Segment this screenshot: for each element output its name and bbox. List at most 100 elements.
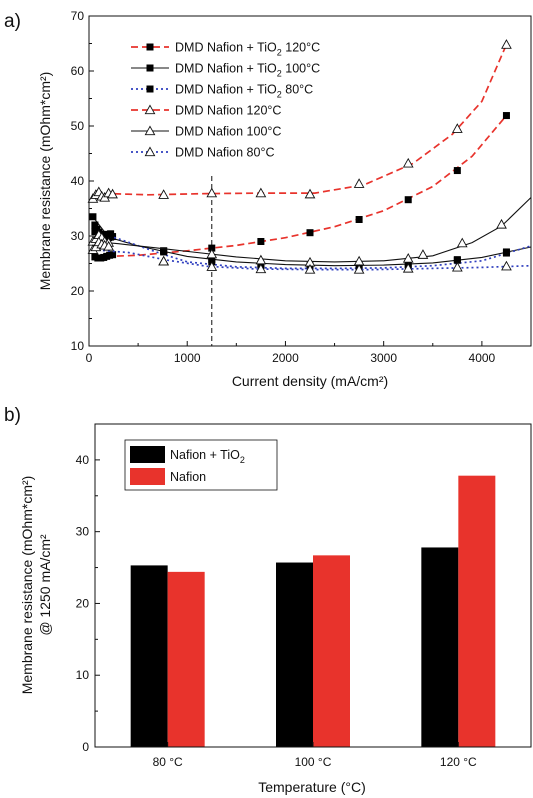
data-point-dmd-nafion-100-c-13 (456, 237, 468, 248)
series-line-dmd-nafion-120-c (92, 44, 508, 200)
bar-nafion-tio2-120-c (421, 547, 459, 747)
y-tick-label: 50 (71, 119, 85, 133)
data-point-dmd-nafion-120-c-12 (402, 157, 414, 168)
bar-nafion-tio2-80-c (130, 565, 168, 747)
legend-label: DMD Nafion + TiO2 120°C (175, 41, 320, 58)
data-point-dmd-nafion-tio2-120-c-12 (404, 196, 412, 204)
data-point-dmd-nafion-tio2-120-c-6 (109, 251, 117, 259)
y-tick-label: 30 (71, 229, 85, 243)
x-tick-label: 3000 (370, 351, 397, 365)
legend-label: DMD Nafion 120°C (175, 104, 281, 118)
x-tick-label: 2000 (272, 351, 299, 365)
series-dmd-nafion-80-c (87, 236, 532, 274)
panel-a-label: a) (4, 11, 21, 32)
legend-item-dmd-nafion-120-c: DMD Nafion 120°C (131, 104, 281, 118)
data-point-dmd-nafion-tio2-80-c-0 (91, 228, 99, 236)
data-point-dmd-nafion-tio2-120-c-13 (453, 167, 461, 175)
legend-item-dmd-nafion-tio2-100-c: DMD Nafion + TiO2 100°C (131, 62, 320, 79)
x-tick-label: 1000 (174, 351, 201, 365)
legend-label: DMD Nafion + TiO2 80°C (175, 83, 313, 100)
legend-label: DMD Nafion 80°C (175, 146, 274, 160)
data-point-dmd-nafion-120-c-13 (451, 123, 463, 133)
series-line-dmd-nafion-tio2-80-c (94, 230, 532, 270)
data-point-dmd-nafion-120-c-9 (255, 187, 267, 198)
legend-label: DMD Nafion + TiO2 100°C (175, 62, 320, 79)
x-tick-label: 80 °C (153, 755, 183, 769)
data-point-dmd-nafion-80-c-11 (402, 262, 414, 273)
legend-item-dmd-nafion-100-c: DMD Nafion 100°C (131, 125, 281, 139)
data-point-dmd-nafion-tio2-80-c-3 (103, 230, 111, 238)
legend-marker (144, 146, 156, 157)
x-tick-label: 4000 (469, 351, 496, 365)
data-point-dmd-nafion-tio2-120-c-8 (208, 244, 216, 252)
data-point-dmd-nafion-100-c-8 (255, 254, 267, 265)
chart-b-legend: Nafion + TiO2 Nafion (124, 439, 278, 491)
data-point-dmd-nafion-80-c-8 (255, 263, 267, 274)
legend-label: Nafion + TiO2 (170, 448, 245, 465)
data-point-dmd-nafion-120-c-14 (501, 39, 512, 49)
data-point-dmd-nafion-100-c-7 (206, 248, 218, 259)
y-tick-label: 40 (76, 453, 90, 467)
chart-b: 80 °C 100 °C 120 °C 0 10 20 30 40 Temperature (… (19, 423, 532, 795)
chart-b-marks (130, 475, 496, 747)
chart-a-xlabel: Current density (mA/cm²) (232, 373, 388, 389)
chart-b-ticks: 80 °C 100 °C 120 °C 0 10 20 30 40 (76, 453, 477, 769)
data-point-dmd-nafion-100-c-12 (417, 249, 429, 259)
panel-b-label: b) (4, 405, 21, 426)
bar-nafion-tio2-100-c (276, 562, 313, 747)
y-tick-label: 70 (71, 9, 85, 23)
x-tick-label: 0 (86, 351, 93, 365)
data-point-dmd-nafion-tio2-120-c-10 (306, 229, 314, 237)
data-point-dmd-nafion-80-c-6 (158, 255, 170, 266)
legend-label: DMD Nafion 100°C (175, 125, 281, 139)
data-point-dmd-nafion-tio2-80-c-5 (160, 248, 168, 256)
series-dmd-nafion-120-c (87, 39, 512, 203)
data-point-dmd-nafion-120-c-8 (206, 187, 218, 198)
data-point-dmd-nafion-tio2-120-c-9 (257, 238, 265, 245)
y-tick-label: 40 (71, 174, 85, 188)
chart-b-xlabel: Temperature (°C) (258, 779, 366, 795)
chart-b-ylabel-line1: Membrane resistance (mOhm*cm²) (19, 476, 35, 695)
legend-item-dmd-nafion-tio2-80-c: DMD Nafion + TiO2 80°C (131, 83, 313, 100)
data-point-dmd-nafion-tio2-80-c-11 (453, 256, 461, 264)
series-line-dmd-nafion-tio2-120-c (94, 114, 508, 258)
chart-a-marks (87, 39, 532, 346)
legend-marker (146, 64, 154, 72)
legend-label: Nafion (170, 470, 206, 484)
chart-a-ylabel: Membrane resistance (mOhm*cm²) (37, 72, 53, 291)
data-point-dmd-nafion-120-c-6 (107, 188, 118, 199)
y-tick-label: 20 (71, 284, 85, 298)
data-point-dmd-nafion-tio2-120-c-11 (355, 216, 363, 223)
chart-a: 0 1000 2000 3000 4000 10 20 30 40 50 60 70 Current … (37, 9, 532, 389)
legend-marker (146, 43, 154, 51)
y-tick-label: 0 (82, 740, 89, 754)
bar-nafion-100-c (313, 555, 350, 747)
legend-swatch (130, 468, 165, 485)
data-point-dmd-nafion-tio2-100-c-0 (89, 213, 97, 221)
legend-swatch (130, 446, 165, 463)
legend-item-nafion-tio2: Nafion + TiO2 (130, 446, 245, 465)
y-tick-label: 60 (71, 64, 85, 78)
y-tick-label: 10 (76, 668, 90, 682)
chart-b-ylabel-line2: @ 1250 mA/cm² (37, 534, 53, 636)
y-tick-label: 30 (76, 525, 90, 539)
data-point-dmd-nafion-tio2-100-c-1 (91, 221, 99, 229)
data-point-dmd-nafion-80-c-7 (206, 261, 218, 271)
x-tick-label: 100 °C (295, 755, 332, 769)
data-point-dmd-nafion-80-c-5 (103, 240, 115, 251)
legend-marker (144, 104, 156, 115)
bar-nafion-120-c (458, 475, 496, 747)
legend-marker (146, 85, 154, 93)
data-point-dmd-nafion-120-c-10 (304, 188, 316, 199)
y-tick-label: 20 (76, 596, 90, 610)
bar-nafion-80-c (167, 571, 205, 747)
data-point-dmd-nafion-80-c-12 (451, 261, 463, 272)
data-point-dmd-nafion-tio2-120-c-14 (502, 112, 510, 120)
data-point-dmd-nafion-100-c-14 (496, 218, 507, 229)
data-point-dmd-nafion-120-c-11 (353, 178, 365, 188)
data-point-dmd-nafion-80-c-13 (501, 260, 512, 271)
data-point-dmd-nafion-100-c-11 (402, 253, 414, 263)
legend-item-dmd-nafion-tio2-120-c: DMD Nafion + TiO2 120°C (131, 41, 320, 58)
x-tick-label: 120 °C (440, 755, 477, 769)
